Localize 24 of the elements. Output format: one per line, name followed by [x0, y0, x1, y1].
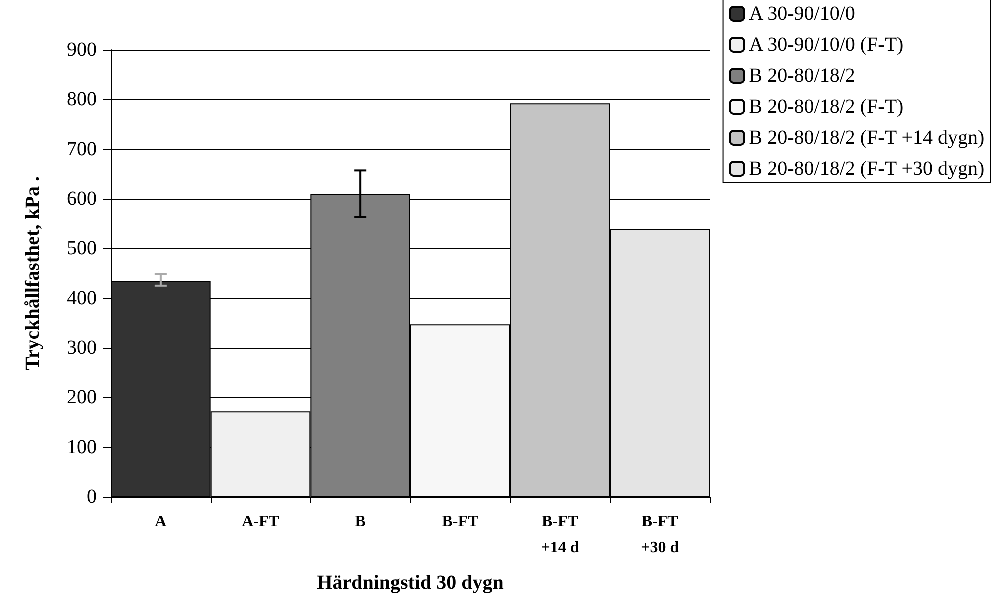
- y-axis-title: Tryckhållfasthet, kPa .: [22, 176, 44, 371]
- x-tick-label: B-FT +30 d: [641, 514, 680, 556]
- y-tick-label: 0: [87, 486, 97, 508]
- x-tick-label: B-FT +14 d: [541, 514, 580, 556]
- y-tick-label: 600: [67, 188, 97, 210]
- legend-label: B 20-80/18/2 (F-T +30 dygn): [749, 158, 985, 180]
- y-tick-label: 500: [67, 238, 97, 260]
- y-tick-label: 100: [67, 436, 97, 458]
- y-tick-label: 300: [67, 337, 97, 359]
- y-tick-label: 800: [67, 88, 97, 111]
- x-tick-label: B: [355, 514, 366, 530]
- legend-label: B 20-80/18/2 (F-T): [749, 96, 904, 118]
- y-tick-label: 900: [67, 39, 97, 61]
- x-tick-label: B-FT: [442, 514, 479, 530]
- x-axis-title: Härdningstid 30 dygn: [317, 572, 504, 594]
- y-tick-label: 400: [67, 287, 97, 310]
- legend-label: A 30-90/10/0: [749, 3, 856, 25]
- legend-label: B 20-80/18/2 (F-T +14 dygn): [749, 127, 985, 149]
- y-tick-label: 700: [67, 138, 97, 160]
- x-tick-label: A-FT: [242, 514, 280, 530]
- x-tick-label: A: [155, 514, 168, 530]
- y-tick-label: 200: [67, 386, 97, 409]
- legend-label: B 20-80/18/2: [749, 65, 856, 87]
- legend-label: A 30-90/10/0 (F-T): [749, 34, 904, 56]
